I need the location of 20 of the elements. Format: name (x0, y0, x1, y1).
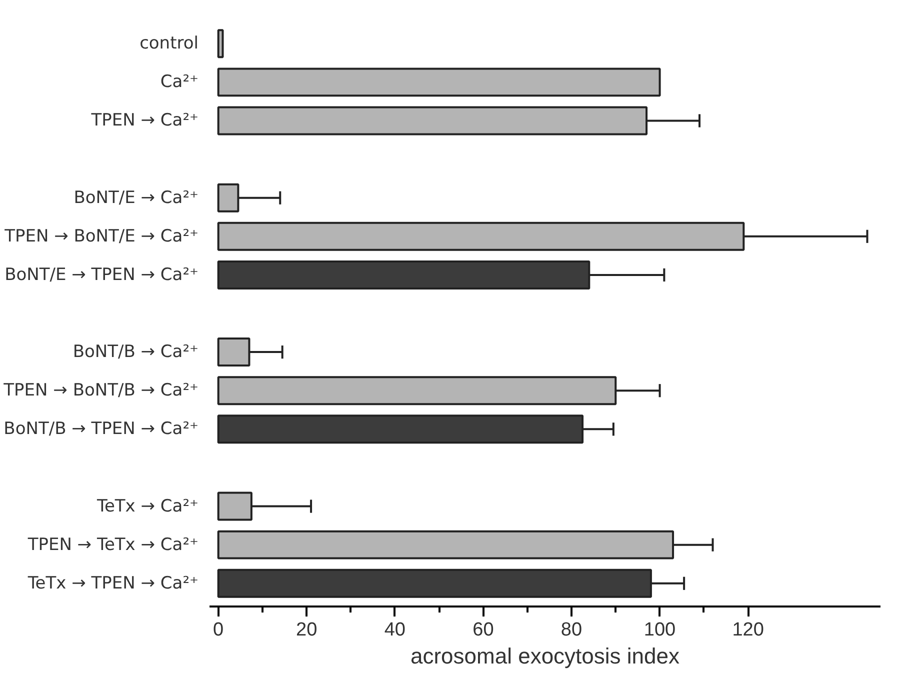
y-tick-label: control (140, 34, 199, 54)
y-tick-label: TPEN → BoNT/E → Ca²⁺ (4, 226, 198, 246)
y-tick-label: TPEN → Ca²⁺ (90, 110, 199, 131)
x-tick-label: 60 (472, 620, 494, 640)
x-tick-label: 120 (732, 620, 764, 640)
y-tick-label: TeTx → TPEN → Ca²⁺ (26, 573, 199, 594)
x-tick-label: 80 (560, 620, 582, 640)
y-tick-label: BoNT/E → TPEN → Ca²⁺ (4, 264, 198, 285)
y-tick-label: BoNT/B → Ca²⁺ (72, 342, 199, 362)
x-tick-label: 100 (644, 620, 676, 640)
x-tick-label: 0 (213, 620, 224, 640)
y-tick-label: TPEN → TeTx → Ca²⁺ (26, 534, 199, 555)
y-tick-label: TeTx → Ca²⁺ (96, 496, 199, 516)
y-tick-label: TPEN → BoNT/B → Ca²⁺ (2, 380, 198, 401)
y-tick-label: Ca²⁺ (160, 72, 198, 92)
y-tick-label: BoNT/B → TPEN → Ca²⁺ (4, 419, 198, 440)
x-axis-title: acrosomal exocytosis index (410, 644, 680, 668)
x-tick-label: 20 (296, 620, 318, 640)
y-tick-label: BoNT/E → Ca²⁺ (74, 188, 199, 208)
x-tick-label: 40 (384, 620, 406, 640)
